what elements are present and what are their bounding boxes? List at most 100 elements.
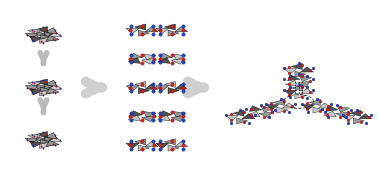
Polygon shape [130,111,143,116]
Polygon shape [173,112,186,117]
Polygon shape [156,28,169,34]
Polygon shape [37,137,46,141]
Polygon shape [225,115,239,121]
Polygon shape [324,111,336,117]
Polygon shape [282,103,296,108]
Polygon shape [40,90,51,96]
Polygon shape [295,93,306,99]
Polygon shape [36,27,47,33]
Polygon shape [28,134,41,140]
Polygon shape [287,75,300,81]
Polygon shape [126,143,139,148]
Polygon shape [37,84,46,89]
Polygon shape [247,111,260,117]
Polygon shape [44,32,53,36]
Polygon shape [168,30,179,36]
Polygon shape [277,107,288,113]
Polygon shape [284,69,297,74]
Polygon shape [126,28,139,34]
Polygon shape [25,86,39,91]
Polygon shape [302,105,315,110]
Polygon shape [44,133,57,139]
Polygon shape [338,107,350,112]
Polygon shape [44,137,53,141]
Polygon shape [36,132,47,138]
Polygon shape [145,84,158,89]
Polygon shape [138,145,149,151]
Polygon shape [350,110,361,116]
Polygon shape [164,24,175,30]
Polygon shape [325,106,338,111]
Polygon shape [291,64,302,69]
Polygon shape [156,143,169,148]
Polygon shape [44,80,57,86]
Polygon shape [36,79,47,85]
Polygon shape [285,80,298,86]
Polygon shape [144,54,156,60]
Polygon shape [156,86,169,91]
Polygon shape [318,103,332,108]
Polygon shape [359,114,372,119]
Polygon shape [175,27,187,32]
Polygon shape [295,71,306,77]
Polygon shape [40,140,49,144]
Polygon shape [46,88,59,94]
Polygon shape [40,142,51,148]
Polygon shape [233,110,244,116]
Polygon shape [158,115,170,121]
Polygon shape [175,84,187,89]
Polygon shape [135,24,146,30]
Polygon shape [48,136,62,142]
Polygon shape [40,35,49,39]
Polygon shape [342,115,355,121]
Polygon shape [30,36,43,42]
Polygon shape [171,116,184,122]
Polygon shape [164,81,175,87]
Polygon shape [30,141,43,147]
Polygon shape [135,139,146,145]
Polygon shape [299,76,312,82]
Polygon shape [138,30,149,36]
Polygon shape [259,112,272,118]
Polygon shape [135,81,146,87]
Polygon shape [138,88,149,94]
Polygon shape [130,53,143,59]
Polygon shape [144,112,156,117]
Polygon shape [37,32,46,36]
Polygon shape [28,81,41,87]
Polygon shape [145,141,158,147]
Polygon shape [242,114,255,119]
Polygon shape [237,118,248,124]
Polygon shape [40,87,49,92]
Polygon shape [126,86,139,91]
Polygon shape [301,88,313,94]
Polygon shape [44,28,57,34]
Polygon shape [273,99,284,106]
Polygon shape [25,33,39,39]
Polygon shape [335,112,348,118]
Polygon shape [28,29,41,35]
Polygon shape [249,106,262,111]
Polygon shape [142,59,154,64]
Polygon shape [175,141,187,147]
Polygon shape [128,115,141,121]
Polygon shape [173,54,186,60]
Polygon shape [46,140,59,146]
Polygon shape [142,116,154,122]
Polygon shape [48,31,62,37]
Polygon shape [313,107,324,113]
Polygon shape [160,53,172,59]
Polygon shape [266,105,279,110]
Polygon shape [46,35,59,41]
Polygon shape [353,118,364,124]
Polygon shape [301,67,313,72]
Polygon shape [128,58,141,63]
Polygon shape [309,99,320,106]
Polygon shape [145,27,158,32]
Polygon shape [25,138,39,144]
Polygon shape [291,85,302,91]
Polygon shape [158,58,170,63]
Polygon shape [30,89,43,95]
Polygon shape [284,90,297,95]
Polygon shape [164,139,175,145]
